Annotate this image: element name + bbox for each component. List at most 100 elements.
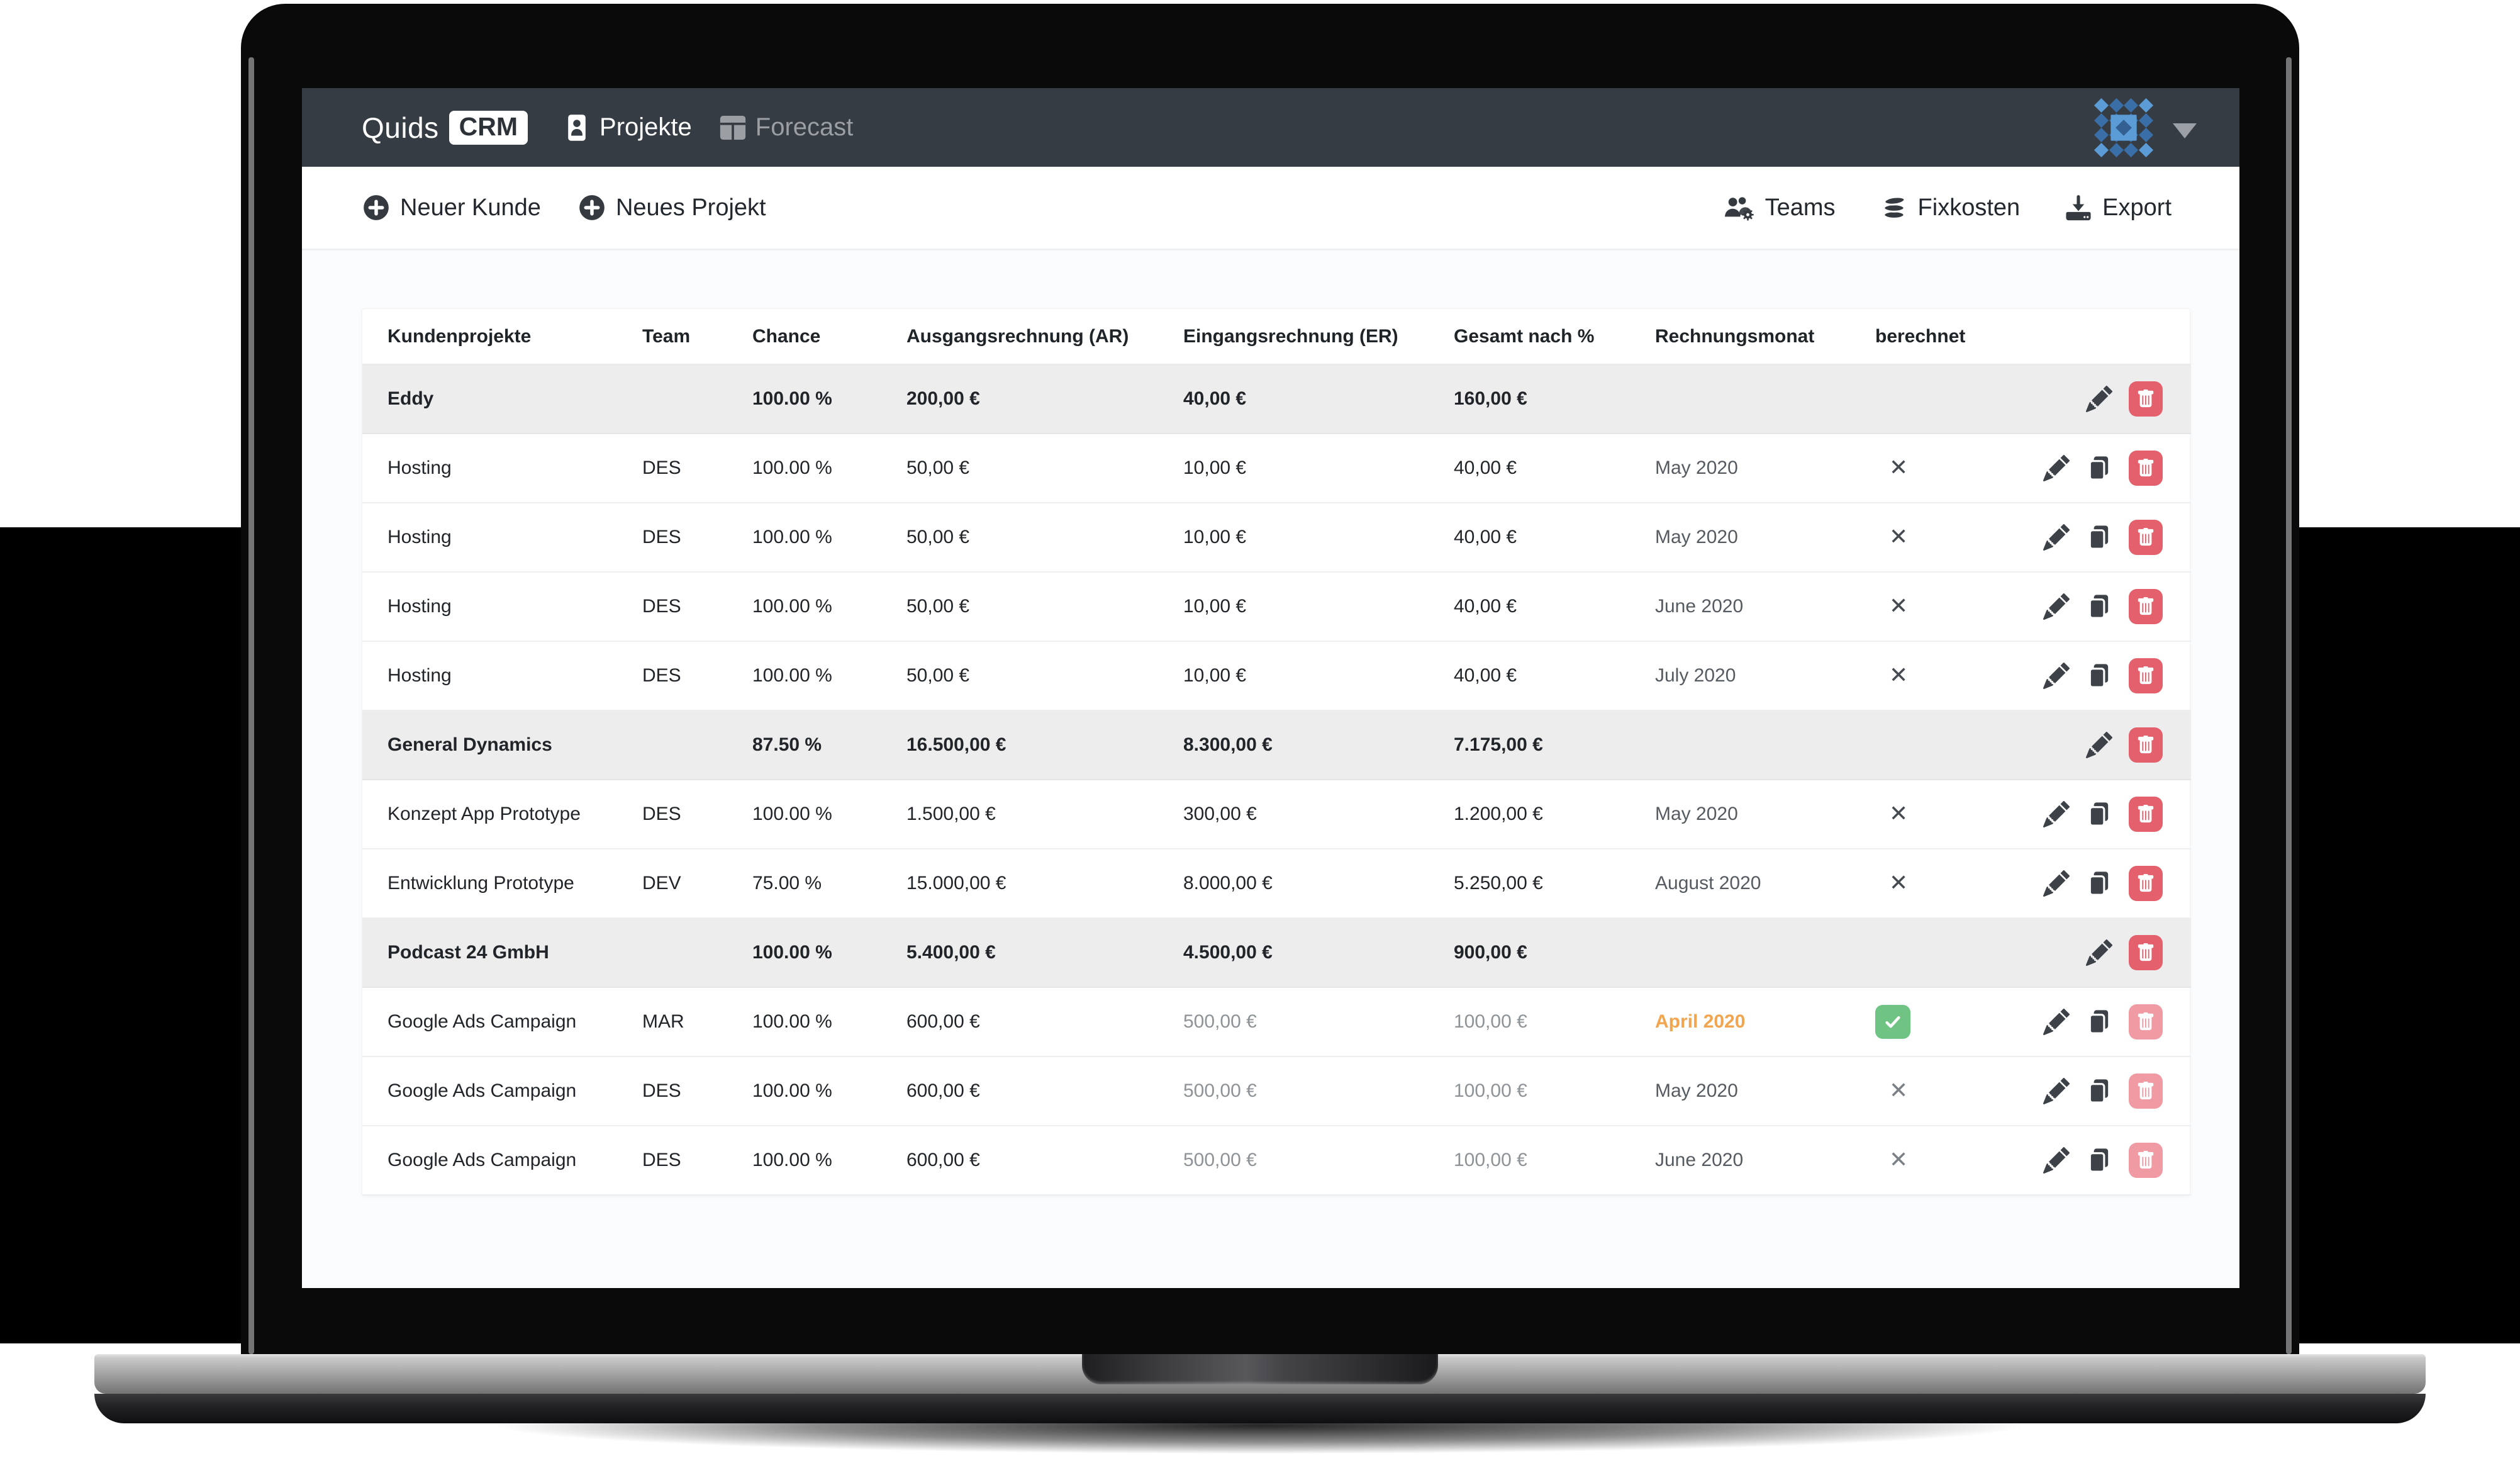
copy-button[interactable] (2086, 1009, 2112, 1035)
cell-project-name: Konzept App Prototype (362, 780, 617, 849)
copy-button[interactable] (2086, 593, 2112, 620)
brand[interactable]: Quids CRM (362, 110, 528, 145)
copy-button[interactable] (2086, 1147, 2112, 1174)
cell-berechnet: ✕ (1850, 434, 2014, 503)
copy-button[interactable] (2086, 524, 2112, 551)
teams-button[interactable]: Teams (1723, 193, 1836, 222)
cell-actions (2014, 434, 2191, 503)
edit-button[interactable] (2043, 801, 2070, 827)
column-header-actions (2014, 309, 2191, 365)
cell-berechnet: ✕ (1850, 780, 2014, 849)
copy-button[interactable] (2086, 801, 2112, 827)
cell-berechnet (1850, 364, 2014, 434)
delete-button[interactable] (2129, 589, 2163, 624)
cell-ausgangsrechnung: 600,00 € (881, 987, 1158, 1057)
delete-button[interactable] (2129, 658, 2163, 693)
nav-item-projekte[interactable]: Projekte (562, 113, 692, 142)
cell-team: DES (617, 434, 727, 503)
edit-button[interactable] (2086, 732, 2112, 758)
column-header: Eingangsrechnung (ER) (1158, 309, 1429, 365)
fixkosten-button[interactable]: Fixkosten (1880, 193, 2020, 222)
copy-button[interactable] (2086, 455, 2112, 481)
edit-button[interactable] (2043, 593, 2070, 620)
cell-team: DES (617, 572, 727, 642)
row-actions (2039, 520, 2191, 555)
copy-icon (2086, 663, 2112, 689)
edit-button[interactable] (2043, 870, 2070, 897)
cell-team: DES (617, 780, 727, 849)
copy-button[interactable] (2086, 663, 2112, 689)
cell-eingangsrechnung: 300,00 € (1158, 780, 1429, 849)
berechnet-x-mark: ✕ (1889, 524, 1909, 549)
row-actions (2039, 727, 2191, 763)
cell-rechnungsmonat (1630, 918, 1850, 988)
cell-chance: 87.50 % (727, 710, 881, 780)
edit-button[interactable] (2043, 1078, 2070, 1104)
edit-button[interactable] (2043, 1147, 2070, 1174)
edit-button[interactable] (2086, 386, 2112, 412)
trash-icon (2136, 389, 2155, 408)
bezel-edge-highlight-right (2286, 57, 2292, 1354)
cell-eingangsrechnung: 10,00 € (1158, 641, 1429, 711)
table-row-project: Hosting DES 100.00 % 50,00 €10,00 €40,00 € J… (362, 641, 2191, 711)
users-gear-icon (1724, 197, 1754, 221)
column-header: Chance (727, 309, 881, 365)
delete-button[interactable] (2129, 935, 2163, 970)
delete-button[interactable] (2129, 451, 2163, 486)
cell-actions (2014, 641, 2191, 711)
delete-button[interactable] (2129, 727, 2163, 763)
account-menu-button[interactable] (2093, 98, 2197, 158)
cell-ausgangsrechnung: 200,00 € (881, 364, 1158, 434)
edit-button[interactable] (2086, 939, 2112, 966)
cell-rechnungsmonat: April 2020 (1630, 987, 1850, 1057)
edit-button[interactable] (2043, 524, 2070, 551)
row-actions (2039, 797, 2191, 832)
copy-icon (2086, 524, 2112, 551)
cell-eingangsrechnung: 500,00 € (1158, 1056, 1429, 1126)
cell-ausgangsrechnung: 50,00 € (881, 572, 1158, 642)
delete-button[interactable] (2129, 381, 2163, 417)
row-actions (2039, 589, 2191, 624)
cell-rechnungsmonat: August 2020 (1630, 849, 1850, 919)
table-row-project: Google Ads Campaign DES 100.00 % 600,00 €50… (362, 1126, 2191, 1196)
cell-chance: 100.00 % (727, 1126, 881, 1196)
cell-gesamt: 40,00 € (1429, 434, 1630, 503)
delete-button[interactable] (2129, 1143, 2163, 1178)
cell-berechnet: ✕ (1850, 1056, 2014, 1126)
table-row-project: Hosting DES 100.00 % 50,00 €10,00 €40,00 € M… (362, 503, 2191, 573)
plus-circle-icon (579, 195, 605, 220)
nav-item-forecast[interactable]: Forecast (718, 113, 853, 142)
cell-gesamt: 7.175,00 € (1429, 710, 1630, 780)
edit-pencil-icon (2043, 801, 2070, 827)
cell-rechnungsmonat: May 2020 (1630, 434, 1850, 503)
copy-button[interactable] (2086, 1078, 2112, 1104)
delete-button[interactable] (2129, 866, 2163, 901)
new-customer-button[interactable]: Neuer Kunde (362, 193, 541, 222)
delete-button[interactable] (2129, 1073, 2163, 1109)
berechnet-check-button[interactable] (1875, 1005, 1910, 1039)
cell-eingangsrechnung: 500,00 € (1158, 987, 1429, 1057)
cell-project-name: Google Ads Campaign (362, 987, 617, 1057)
berechnet-x-mark: ✕ (1889, 662, 1909, 688)
edit-button[interactable] (2043, 455, 2070, 481)
trash-icon (2136, 459, 2155, 478)
laptop-screen-bezel: Quids CRM Projekte (241, 4, 2299, 1354)
table-row-project: Konzept App Prototype DES 100.00 % 1.500,00… (362, 780, 2191, 849)
cell-project-name: Google Ads Campaign (362, 1056, 617, 1126)
copy-button[interactable] (2086, 870, 2112, 897)
edit-pencil-icon (2043, 870, 2070, 897)
edit-pencil-icon (2043, 455, 2070, 481)
button-label: Teams (1765, 194, 1836, 221)
delete-button[interactable] (2129, 520, 2163, 555)
cell-actions (2014, 918, 2191, 988)
berechnet-x-mark: ✕ (1889, 870, 1909, 895)
delete-button[interactable] (2129, 797, 2163, 832)
trash-icon (2136, 1012, 2155, 1031)
export-button[interactable]: Export (2064, 193, 2172, 222)
edit-button[interactable] (2043, 663, 2070, 689)
edit-button[interactable] (2043, 1009, 2070, 1035)
new-project-button[interactable]: Neues Projekt (577, 193, 766, 222)
delete-button[interactable] (2129, 1004, 2163, 1039)
cell-actions (2014, 780, 2191, 849)
